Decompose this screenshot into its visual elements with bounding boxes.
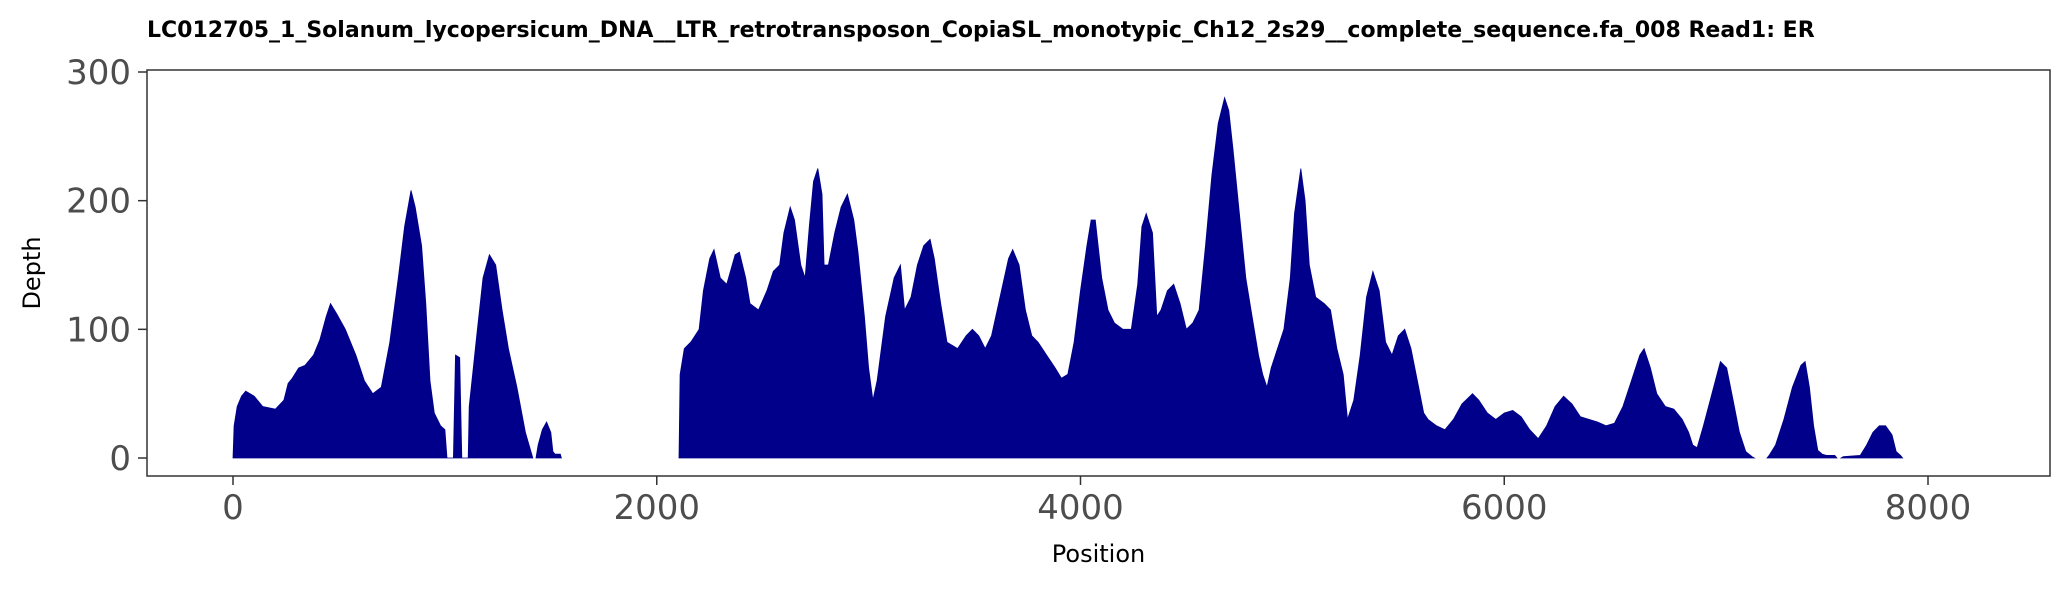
x-tick-label: 8000 (1885, 488, 1972, 528)
x-tick-label: 2000 (613, 488, 700, 528)
coverage-area-segment-2 (535, 421, 562, 459)
y-tick-label: 0 (109, 439, 131, 479)
plot-panel-border (146, 69, 2051, 477)
x-tick-label: 0 (222, 488, 244, 528)
coverage-area-group (232, 96, 1904, 459)
y-tick-label: 200 (66, 182, 131, 222)
chart-title: LC012705_1_Solanum_lycopersicum_DNA__LTR… (147, 18, 1815, 43)
coverage-area-segment-4 (1766, 360, 1838, 459)
x-tick-label: 4000 (1037, 488, 1124, 528)
axes-group: 0 2000 4000 6000 8000 0 100 200 300 (66, 53, 1971, 528)
y-tick-label: 300 (66, 53, 131, 93)
coverage-area-segment-5 (1839, 425, 1904, 459)
y-tick-label: 100 (66, 310, 131, 350)
x-axis-title: Position (1052, 540, 1145, 568)
x-tick-label: 6000 (1461, 488, 1548, 528)
coverage-area-segment-1 (232, 190, 534, 459)
coverage-area-segment-3 (678, 96, 1756, 459)
y-axis-title: Depth (18, 236, 46, 309)
